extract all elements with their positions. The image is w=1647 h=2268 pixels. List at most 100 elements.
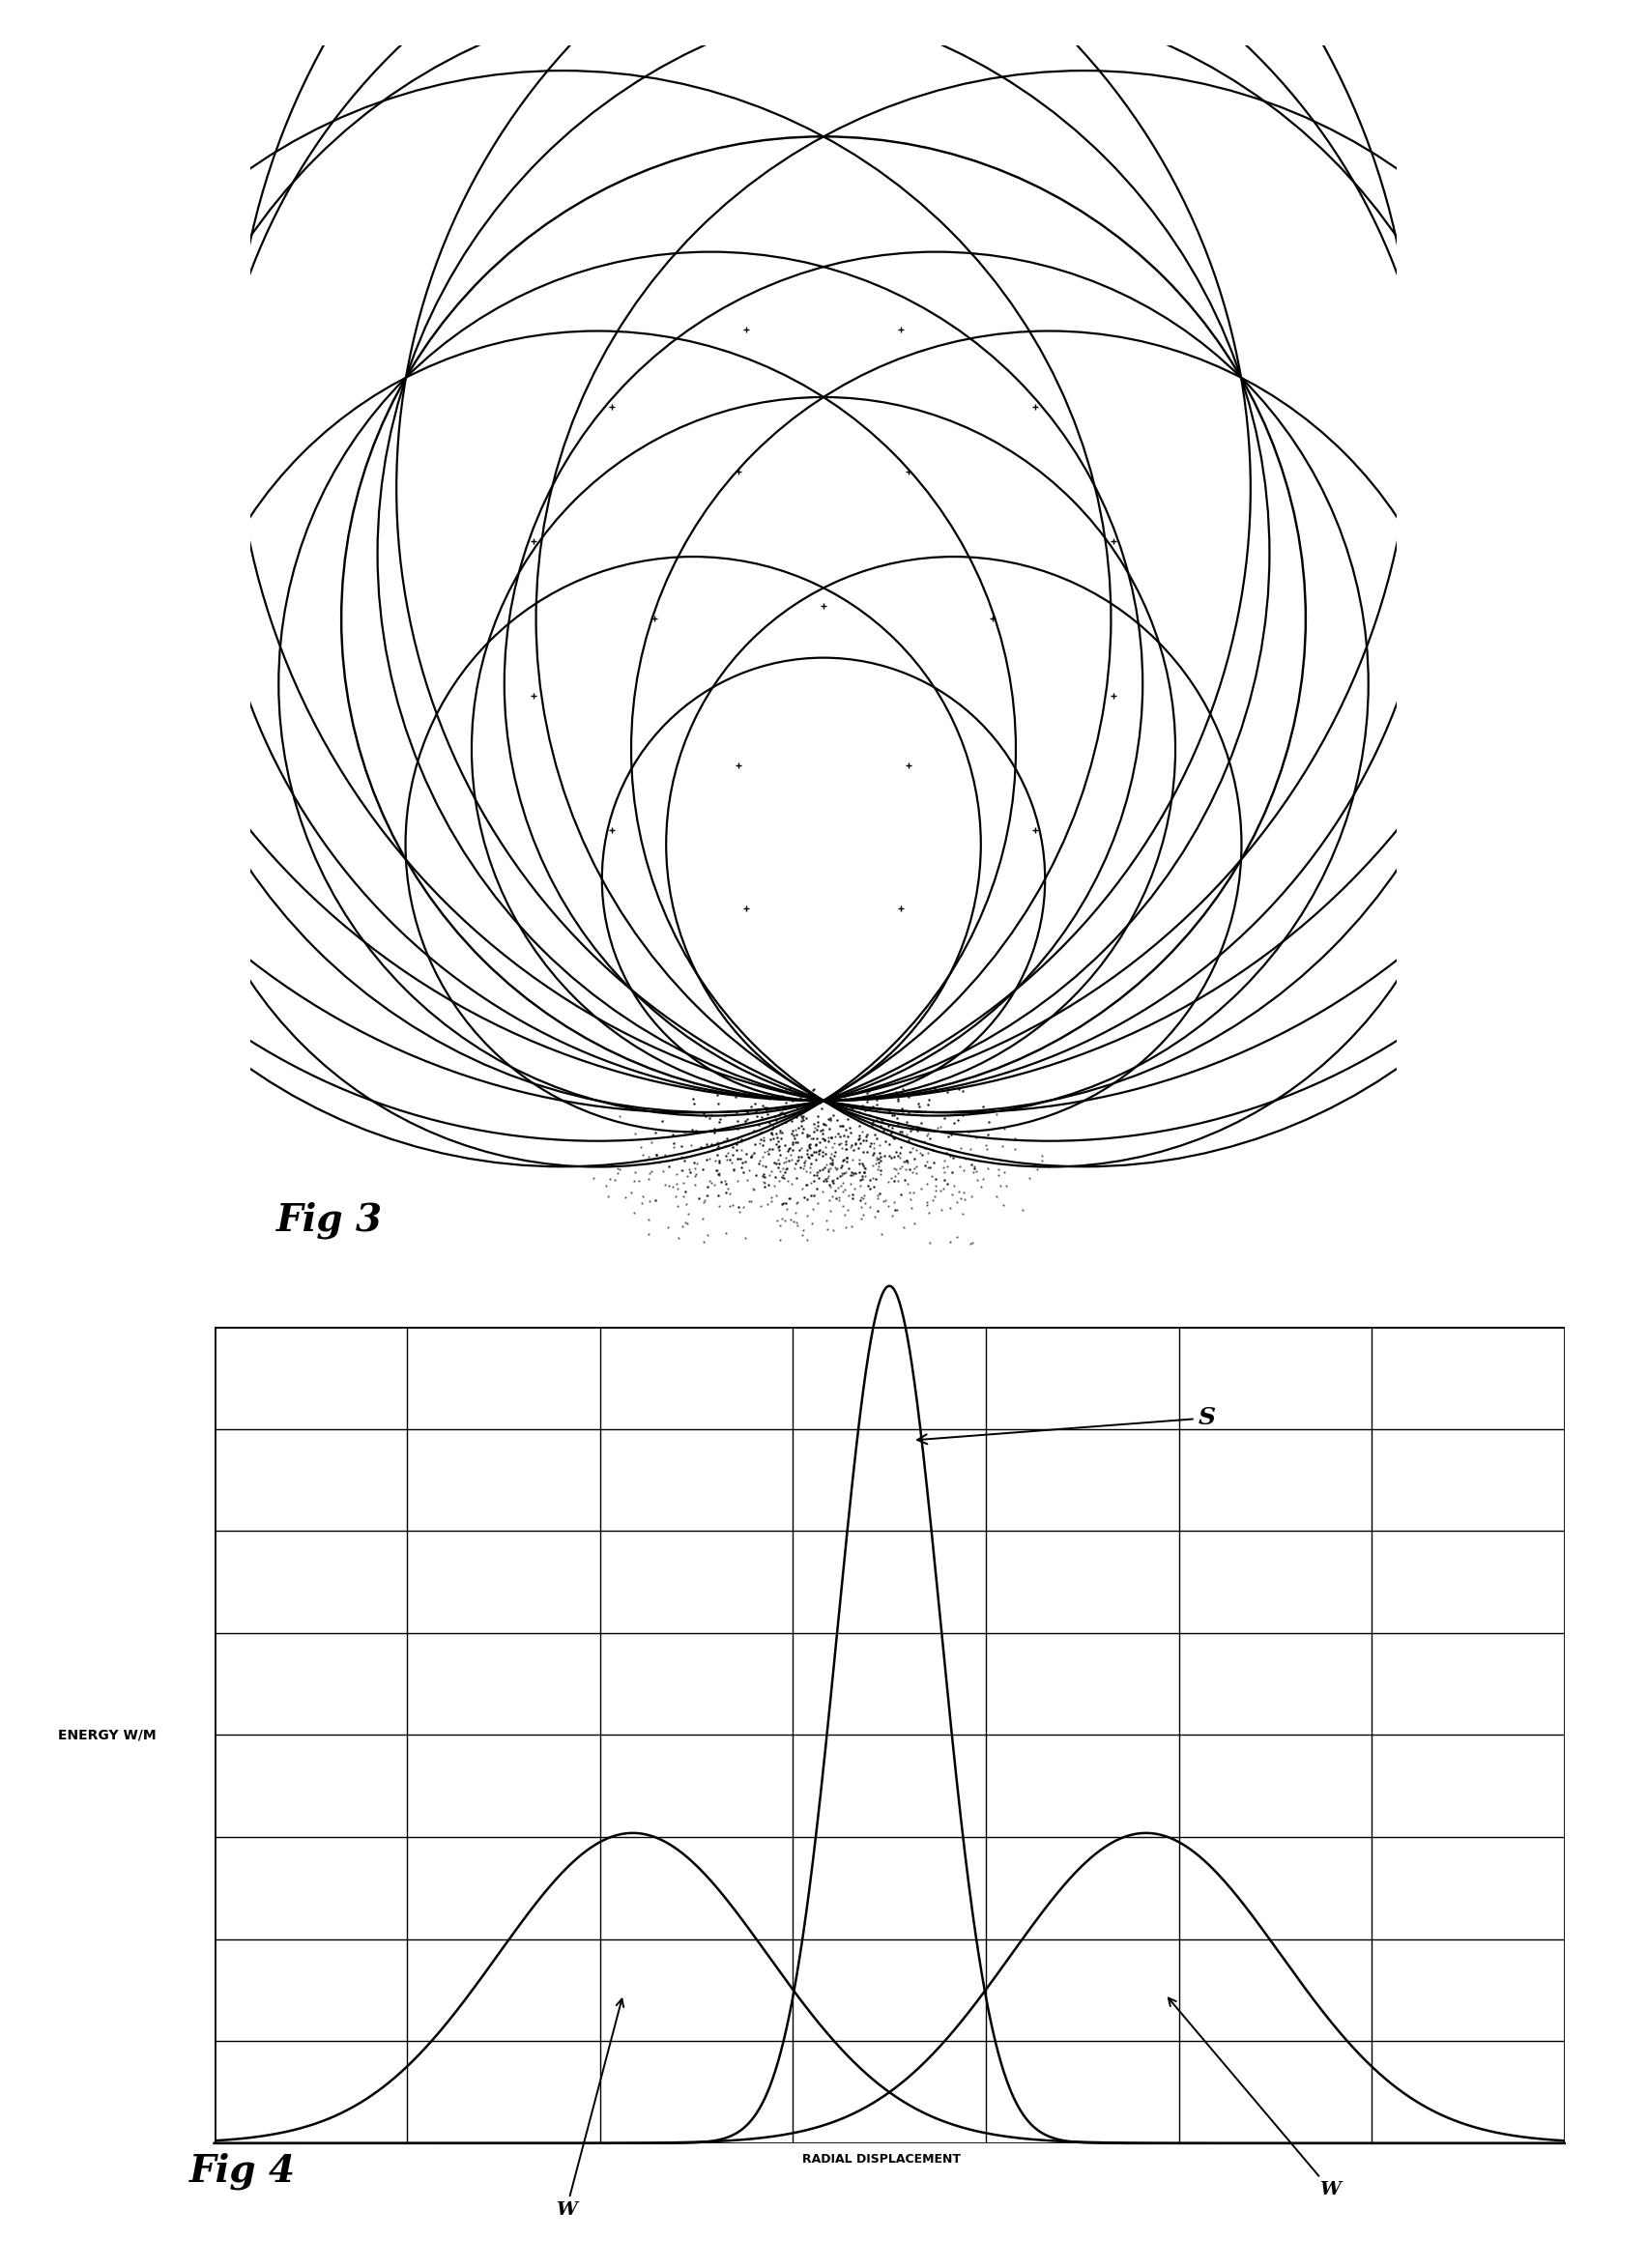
Point [703,1136,730,1173]
Point [916,1082,942,1118]
Point [782,1145,809,1182]
Point [822,1077,848,1114]
Point [707,1100,733,1136]
Point [879,1109,906,1145]
Point [847,1145,873,1182]
Point [939,1154,965,1191]
Point [940,1105,967,1141]
Point [596,1161,623,1198]
Point [888,1150,914,1186]
Point [751,1166,777,1202]
Point [879,1120,906,1157]
Point [672,1204,698,1241]
Point [949,1073,975,1109]
Point [629,1177,656,1213]
Point [903,1154,929,1191]
Point [856,1095,883,1132]
Point [789,1218,815,1254]
Point [922,1177,949,1213]
Point [850,1123,876,1159]
Point [768,1136,794,1173]
Point [901,1150,927,1186]
Point [949,1195,975,1232]
Point [876,1093,903,1129]
Point [769,1186,796,1222]
Point [838,1129,865,1166]
Point [707,1154,733,1191]
Point [782,1195,809,1232]
Point [748,1120,774,1157]
Point [796,1075,822,1111]
Point [777,1136,804,1173]
Point [789,1098,815,1134]
Point [730,1154,756,1191]
Point [800,1114,827,1150]
Point [769,1114,796,1150]
Point [763,1102,789,1139]
Point [896,1152,922,1188]
Point [759,1111,786,1148]
Point [876,1127,903,1163]
Point [644,1136,670,1173]
Point [723,1127,749,1163]
Point [847,1168,873,1204]
Point [799,1166,825,1202]
Point [628,1186,654,1222]
Point [700,1073,726,1109]
Point [866,1136,893,1173]
Point [838,1157,865,1193]
Point [957,1132,983,1168]
Point [712,1175,738,1211]
Point [856,1188,883,1225]
Point [794,1166,820,1202]
Point [771,1159,797,1195]
Point [916,1134,942,1170]
Point [906,1089,932,1125]
Point [805,1105,832,1141]
Point [840,1132,866,1168]
Point [782,1116,809,1152]
Point [824,1159,850,1195]
Point [838,1154,865,1191]
Point [782,1204,809,1241]
Point [789,1170,815,1207]
Point [809,1120,835,1157]
Point [794,1116,820,1152]
Point [919,1182,945,1218]
Point [595,1179,621,1216]
Point [656,1168,682,1204]
Point [791,1211,817,1247]
Point [822,1118,848,1154]
Point [804,1154,830,1191]
Point [728,1141,754,1177]
Point [786,1139,812,1175]
Point [642,1182,669,1218]
Point [741,1086,768,1123]
Point [695,1218,721,1254]
Point [840,1154,866,1191]
Point [713,1216,740,1252]
Point [779,1141,805,1177]
Point [809,1111,835,1148]
Point [805,1154,832,1191]
Point [787,1080,814,1116]
Point [832,1132,858,1168]
Point [669,1139,695,1175]
Point [914,1143,940,1179]
Point [716,1188,743,1225]
Point [824,1150,850,1186]
Point [875,1107,901,1143]
Point [878,1141,904,1177]
Point [748,1188,774,1225]
Point [817,1100,843,1136]
Point [814,1082,840,1118]
Point [784,1089,810,1125]
Point [787,1129,814,1166]
Point [758,1184,784,1220]
Point [601,1161,628,1198]
Point [819,1179,845,1216]
Point [766,1129,792,1166]
Point [931,1150,957,1186]
Point [884,1100,911,1136]
Point [842,1170,868,1207]
